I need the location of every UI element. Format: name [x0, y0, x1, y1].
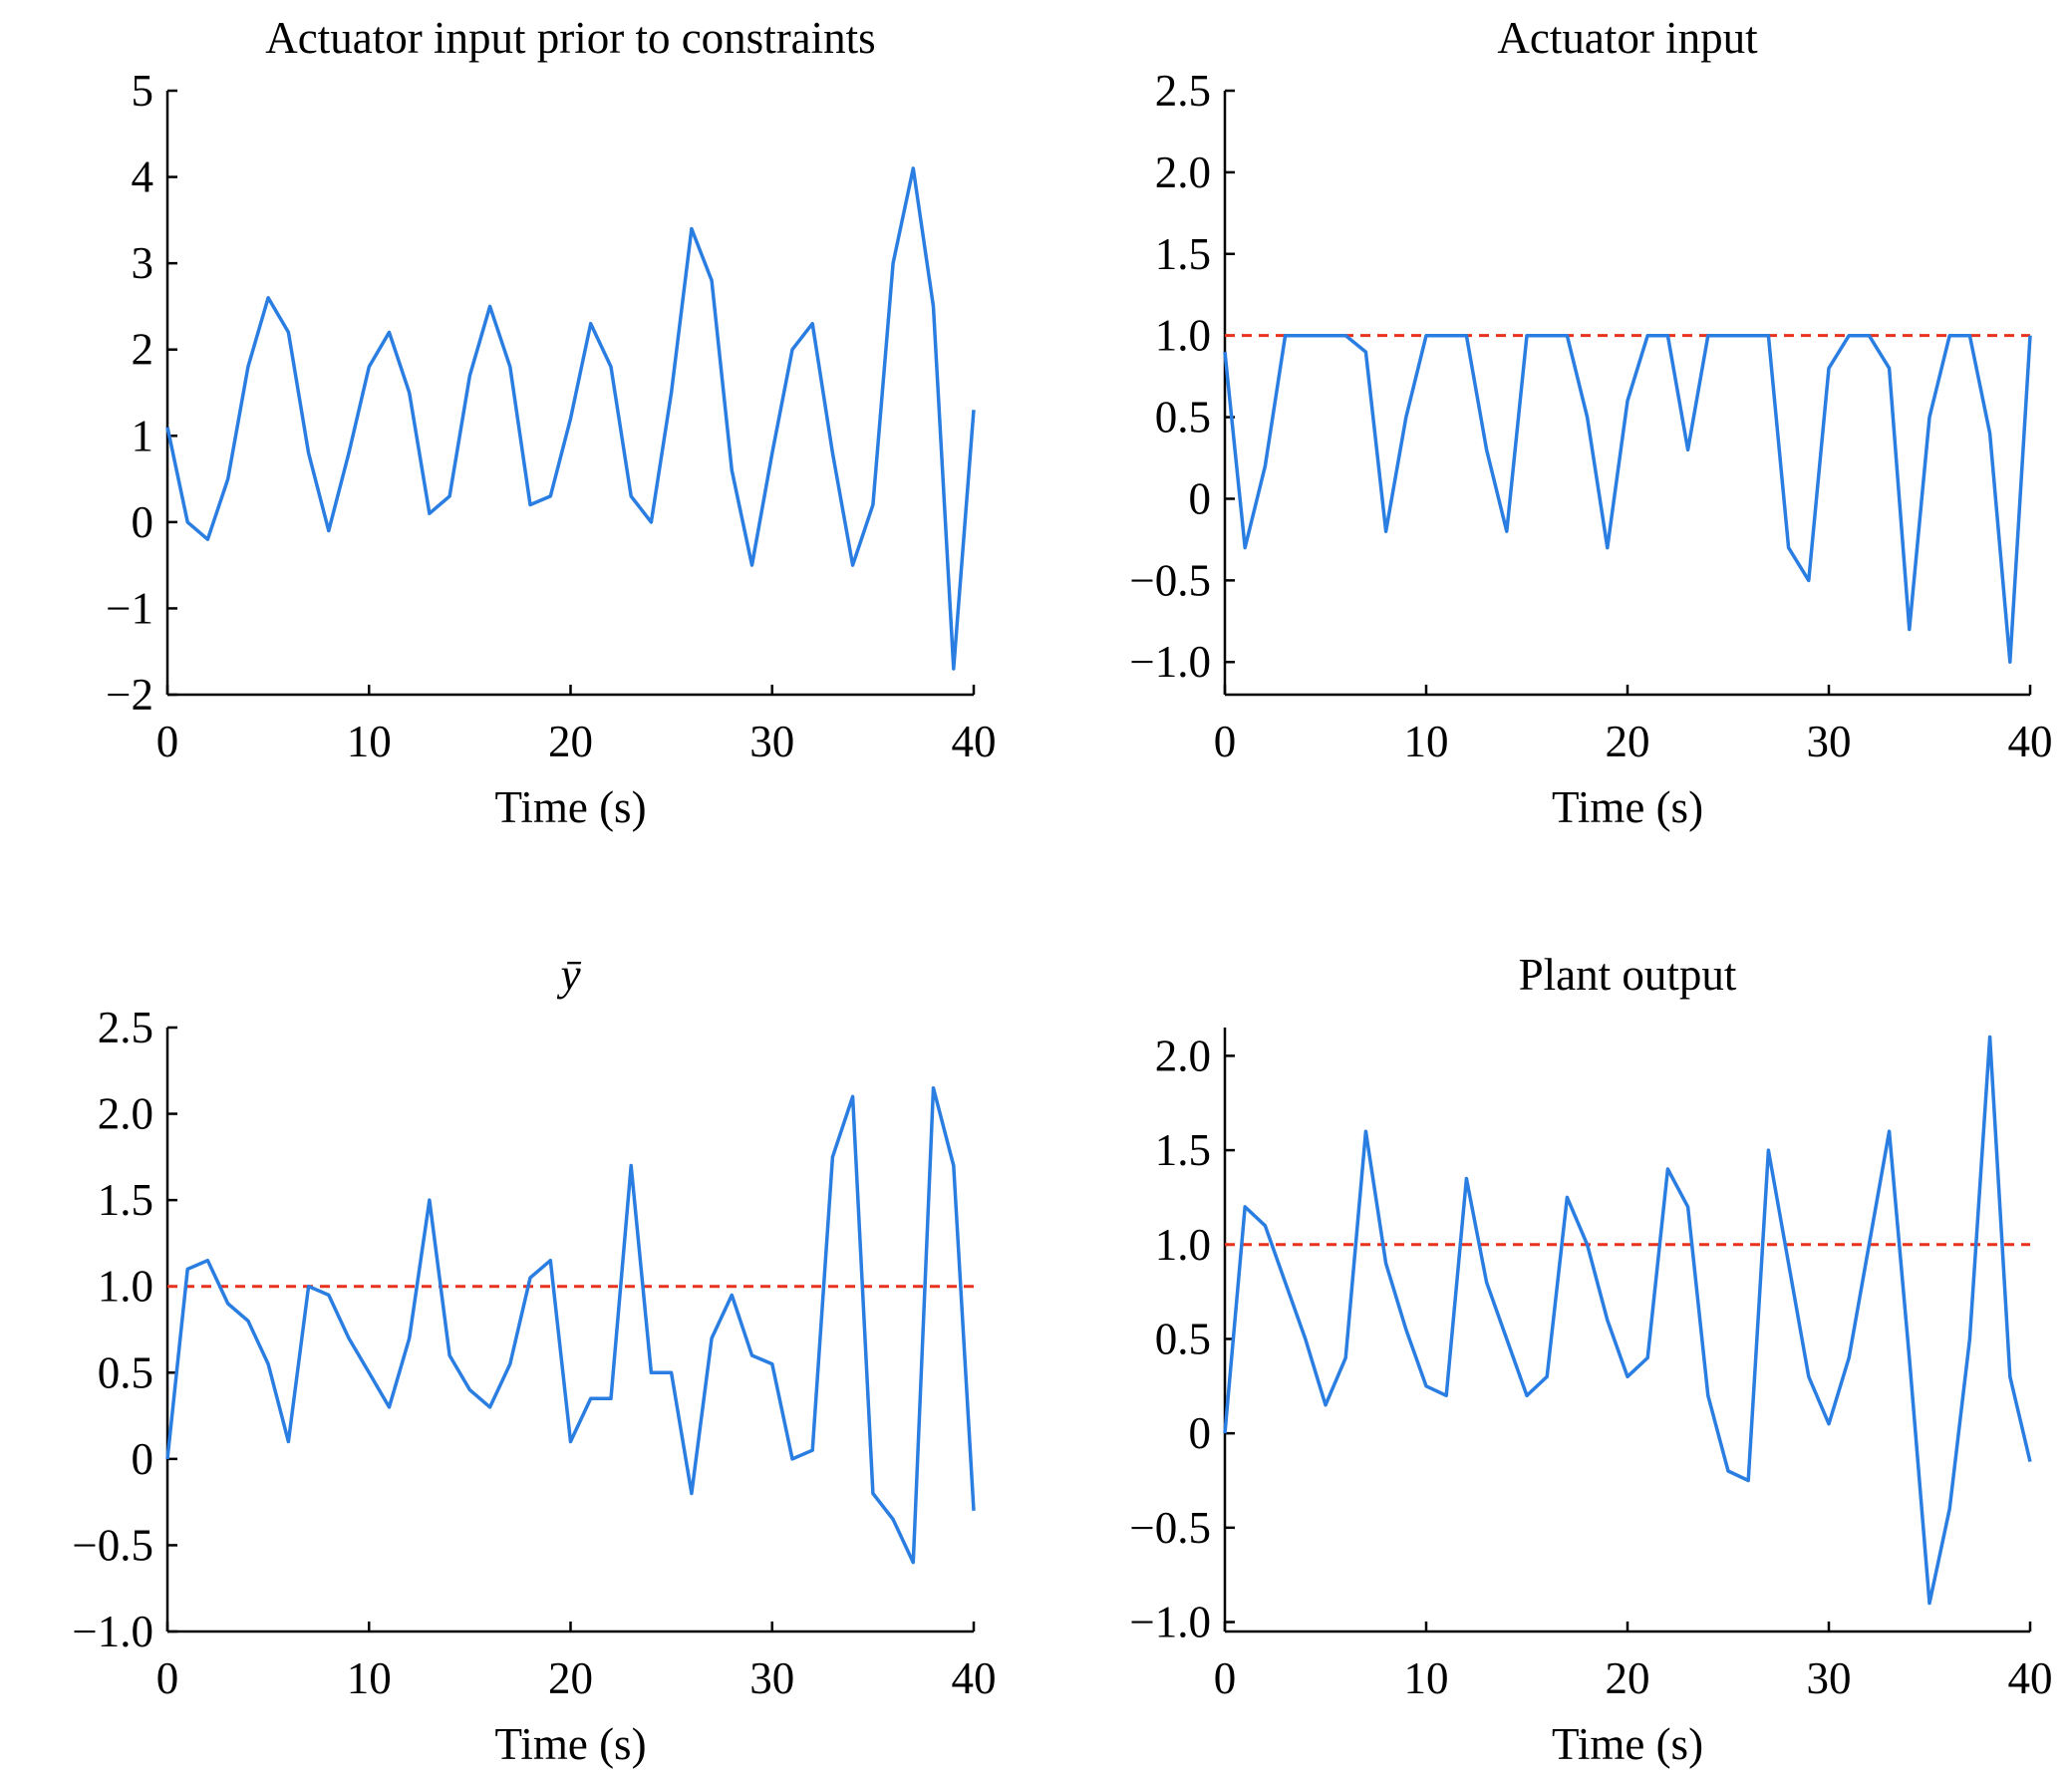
- y-tick-label: 2.0: [1155, 1031, 1211, 1080]
- x-axis-label: Time (s): [494, 782, 646, 832]
- y-tick-label: −0.5: [72, 1520, 153, 1570]
- y-tick-label: 1.5: [1155, 229, 1211, 279]
- x-tick-label: 10: [1404, 717, 1449, 766]
- y-tick-label: 0: [132, 497, 154, 547]
- y-tick-label: 2.0: [98, 1089, 153, 1139]
- data-line: [165, 1085, 976, 1565]
- y-tick-label: 0: [132, 1434, 154, 1484]
- y-tick-label: 4: [132, 152, 154, 202]
- subplot: Plant output Time (s) −1.0 −0.5 0 0.5 1.0 1.5 2.…: [1129, 950, 2052, 1769]
- y-tick-label: 0.5: [98, 1347, 153, 1397]
- y-tick-label: 5: [132, 66, 154, 116]
- y-tick-label: 1: [132, 411, 154, 460]
- chart-title: Plant output: [1519, 950, 1737, 1000]
- y-tick-label: −0.5: [1129, 555, 1211, 605]
- x-tick-label: 40: [2008, 717, 2053, 766]
- x-axis-label: Time (s): [494, 1719, 646, 1769]
- x-tick-label: 0: [156, 1653, 179, 1703]
- y-tick-label: 3: [132, 238, 154, 288]
- y-tick-label: 0: [1189, 473, 1212, 523]
- y-tick-label: 1.5: [98, 1175, 153, 1225]
- x-tick-label: 40: [2008, 1653, 2053, 1703]
- subplot: ȳ Time (s) −1.0 −0.5 0 0.5 1.0 1.5 2.0 2.5 0 10 20 30…: [72, 950, 996, 1769]
- x-tick-label: 0: [156, 717, 179, 766]
- x-tick-label: 30: [749, 717, 794, 766]
- x-axis-label: Time (s): [1552, 1719, 1703, 1769]
- y-tick-label: −1.0: [1129, 637, 1211, 687]
- x-tick-label: 0: [1214, 717, 1237, 766]
- y-tick-label: 1.0: [1155, 1220, 1211, 1270]
- y-tick-label: −1.0: [72, 1607, 153, 1656]
- y-tick-label: −1.0: [1129, 1598, 1211, 1647]
- x-axis-label: Time (s): [1552, 782, 1703, 832]
- chart-title: Actuator input: [1497, 13, 1758, 63]
- y-tick-label: 0.5: [1155, 1314, 1211, 1363]
- x-tick-label: 30: [1807, 1653, 1852, 1703]
- x-tick-label: 10: [1404, 1653, 1449, 1703]
- y-tick-label: 1.5: [1155, 1125, 1211, 1175]
- y-tick-label: −0.5: [1129, 1503, 1211, 1553]
- data-line: [165, 166, 976, 671]
- data-line: [1223, 333, 2032, 664]
- y-tick-label: 0.5: [1155, 393, 1211, 443]
- y-tick-label: 2.0: [1155, 148, 1211, 197]
- x-tick-label: 20: [548, 717, 593, 766]
- x-tick-label: 20: [548, 1653, 593, 1703]
- x-tick-label: 30: [749, 1653, 794, 1703]
- y-tick-label: −1: [106, 583, 153, 633]
- x-tick-label: 20: [1606, 1653, 1650, 1703]
- x-tick-label: 10: [347, 717, 392, 766]
- y-tick-label: 1.0: [1155, 311, 1211, 361]
- y-tick-label: 2: [132, 325, 154, 375]
- chart-title: Actuator input prior to constraints: [265, 13, 875, 63]
- x-tick-label: 0: [1214, 1653, 1237, 1703]
- x-tick-label: 40: [952, 717, 997, 766]
- y-tick-label: −2: [106, 670, 153, 720]
- subplot: Actuator input Time (s) −1.0 −0.5 0 0.5 1.0 1.5…: [1129, 13, 2052, 832]
- x-tick-label: 40: [952, 1653, 997, 1703]
- chart-title: ȳ: [557, 950, 582, 1000]
- x-tick-label: 30: [1807, 717, 1852, 766]
- x-tick-label: 20: [1606, 717, 1650, 766]
- y-tick-label: 2.5: [1155, 66, 1211, 116]
- x-tick-label: 10: [347, 1653, 392, 1703]
- data-line: [1223, 1035, 2032, 1606]
- y-tick-label: 2.5: [98, 1003, 153, 1052]
- subplot: Actuator input prior to constraints Time …: [106, 13, 996, 832]
- y-tick-label: 0: [1189, 1408, 1212, 1458]
- y-tick-label: 1.0: [98, 1262, 153, 1312]
